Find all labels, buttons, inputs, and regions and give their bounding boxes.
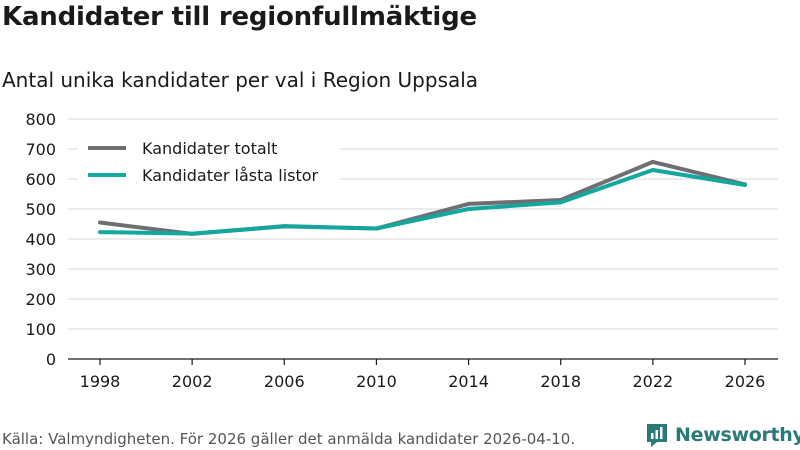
x-tick-label: 2014 [448,372,489,391]
data-point [466,201,471,206]
data-point [650,159,655,164]
legend-label-kandidater-totalt: Kandidater totalt [142,139,277,158]
x-tick-label: 2010 [356,372,397,391]
data-point [558,200,563,205]
legend: Kandidater totalt Kandidater låsta listo… [78,134,340,186]
x-tick-label: 2006 [264,372,305,391]
x-tick-label: 2026 [725,372,766,391]
x-tick-label: 2018 [540,372,581,391]
y-tick-label: 800 [25,110,56,129]
y-tick-label: 700 [25,140,56,159]
y-tick-label: 200 [25,290,56,309]
data-point [282,224,287,229]
chart-subtitle: Antal unika kandidater per val i Region … [2,68,479,92]
x-tick-label: 1998 [80,372,121,391]
data-point [190,231,195,236]
legend-background [78,134,340,186]
x-tick-label: 2022 [632,372,673,391]
line-chart: 0 100 200 300 400 500 600 700 800 1998 2002 2006 20… [25,110,778,391]
y-axis-ticks: 0 100 200 300 400 500 600 700 800 [25,110,56,369]
x-tick-label: 2002 [172,372,213,391]
y-tick-label: 400 [25,230,56,249]
y-tick-label: 600 [25,170,56,189]
y-tick-label: 0 [46,350,56,369]
data-point [374,226,379,231]
y-tick-label: 100 [25,320,56,339]
series-line-kandidater-lasta-listor [99,168,746,236]
y-tick-label: 500 [25,200,56,219]
data-point [650,168,655,172]
data-point [98,220,102,225]
brand-name: Newsworthy [675,424,800,446]
data-point [743,183,747,187]
newsworthy-logo-icon [647,424,667,447]
data-point [98,230,102,235]
brand-logo[interactable]: Newsworthy [645,422,800,448]
x-axis: 1998 2002 2006 2010 2014 2018 2022 2026 [68,358,778,391]
source-note: Källa: Valmyndigheten. För 2026 gäller d… [2,430,576,448]
chart-title: Kandidater till regionfullmäktige [2,2,477,32]
y-tick-label: 300 [25,260,56,279]
legend-label-kandidater-lasta-listor: Kandidater låsta listor [142,166,319,185]
series-lines [98,159,747,236]
data-point [466,207,471,211]
